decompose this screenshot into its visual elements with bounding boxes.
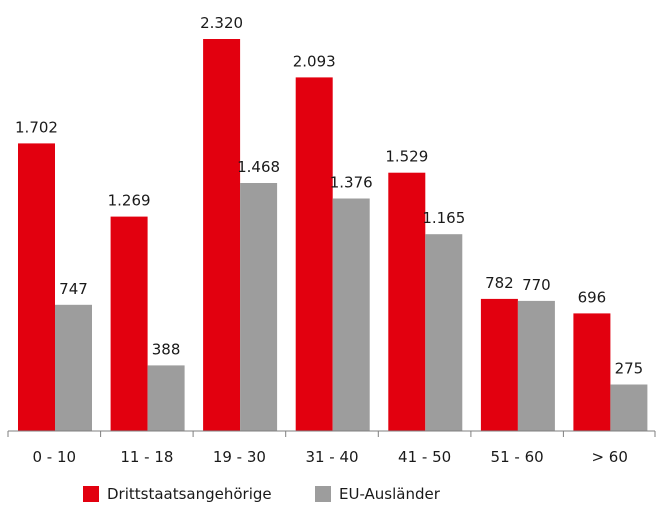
bar-eu-3 — [332, 198, 370, 431]
value-label: 2.093 — [293, 52, 336, 70]
value-label: 1.165 — [422, 209, 465, 227]
x-tick-label: 41 - 50 — [398, 448, 451, 466]
bar-eu-1 — [147, 365, 185, 431]
value-label: 747 — [59, 280, 88, 298]
value-label: 1.269 — [108, 192, 151, 210]
bar-dritt-4 — [388, 172, 426, 431]
value-label: 1.702 — [15, 118, 58, 136]
value-label: 782 — [485, 274, 514, 292]
x-axis — [7, 430, 656, 437]
legend: Drittstaatsangehörige EU-Ausländer — [83, 485, 441, 503]
bar-eu-5 — [517, 300, 555, 431]
bars-layer — [18, 39, 648, 432]
legend-swatch — [315, 486, 331, 502]
value-label: 2.320 — [200, 14, 243, 32]
legend-label: EU-Ausländer — [339, 485, 441, 503]
value-label: 696 — [578, 288, 607, 306]
x-tick-labels: 0 - 10 11 - 18 19 - 30 31 - 40 41 - 50 51 - 6… — [33, 448, 628, 466]
bar-eu-4 — [425, 234, 463, 431]
bar-dritt-1 — [110, 216, 148, 431]
bar-dritt-6 — [573, 313, 611, 431]
value-label: 1.468 — [237, 158, 280, 176]
x-tick-label: 31 - 40 — [305, 448, 358, 466]
value-labels-layer: 1.702 747 1.269 388 2.320 1.468 2.093 1.376 1.52… — [15, 14, 643, 378]
value-label: 770 — [522, 276, 551, 294]
bar-dritt-2 — [203, 39, 241, 431]
value-label: 1.529 — [385, 148, 428, 166]
legend-swatch — [83, 486, 99, 502]
x-tick-label: 51 - 60 — [491, 448, 544, 466]
x-tick-label: 19 - 30 — [213, 448, 266, 466]
legend-label: Drittstaatsangehörige — [107, 485, 272, 503]
bar-eu-2 — [240, 183, 278, 431]
x-tick-label: 11 - 18 — [120, 448, 173, 466]
bar-dritt-0 — [18, 143, 55, 431]
x-tick-label: 0 - 10 — [33, 448, 77, 466]
value-label: 388 — [152, 340, 181, 358]
x-tick-label: > 60 — [591, 448, 627, 466]
bar-eu-0 — [55, 304, 92, 431]
bar-dritt-5 — [480, 298, 518, 431]
bar-eu-6 — [610, 384, 648, 431]
bar-dritt-3 — [295, 77, 333, 432]
value-label: 275 — [615, 360, 644, 378]
value-label: 1.376 — [330, 174, 373, 192]
